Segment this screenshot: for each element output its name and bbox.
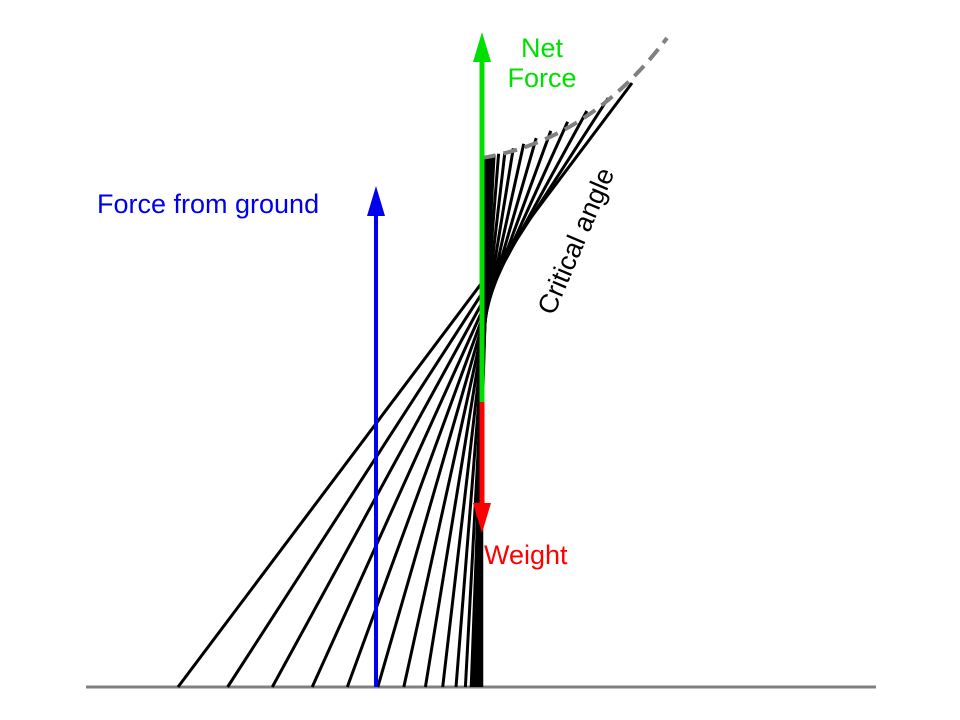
net-force-label: Net Force — [500, 33, 584, 93]
ground-force-arrowhead — [367, 186, 385, 216]
tilt-line — [441, 151, 507, 688]
net-force-label-line1: Net — [520, 33, 564, 63]
tilt-line — [423, 147, 515, 688]
tilt-line — [176, 82, 634, 688]
tilt-lines — [176, 82, 634, 688]
tilt-line — [310, 121, 569, 688]
force-from-ground-label: Force from ground — [97, 189, 320, 219]
tilt-line — [226, 97, 610, 688]
tilt-line — [454, 153, 501, 688]
tilt-line — [270, 110, 589, 688]
tilt-line — [345, 130, 553, 688]
weight-label: Weight — [484, 540, 568, 570]
net-force-arrowhead — [473, 32, 491, 62]
weight-arrowhead — [473, 503, 491, 533]
tilt-line — [402, 143, 526, 688]
net-force-label-line2: Force — [507, 63, 577, 93]
tilt-line — [376, 137, 538, 688]
envelope-curve — [481, 36, 669, 160]
